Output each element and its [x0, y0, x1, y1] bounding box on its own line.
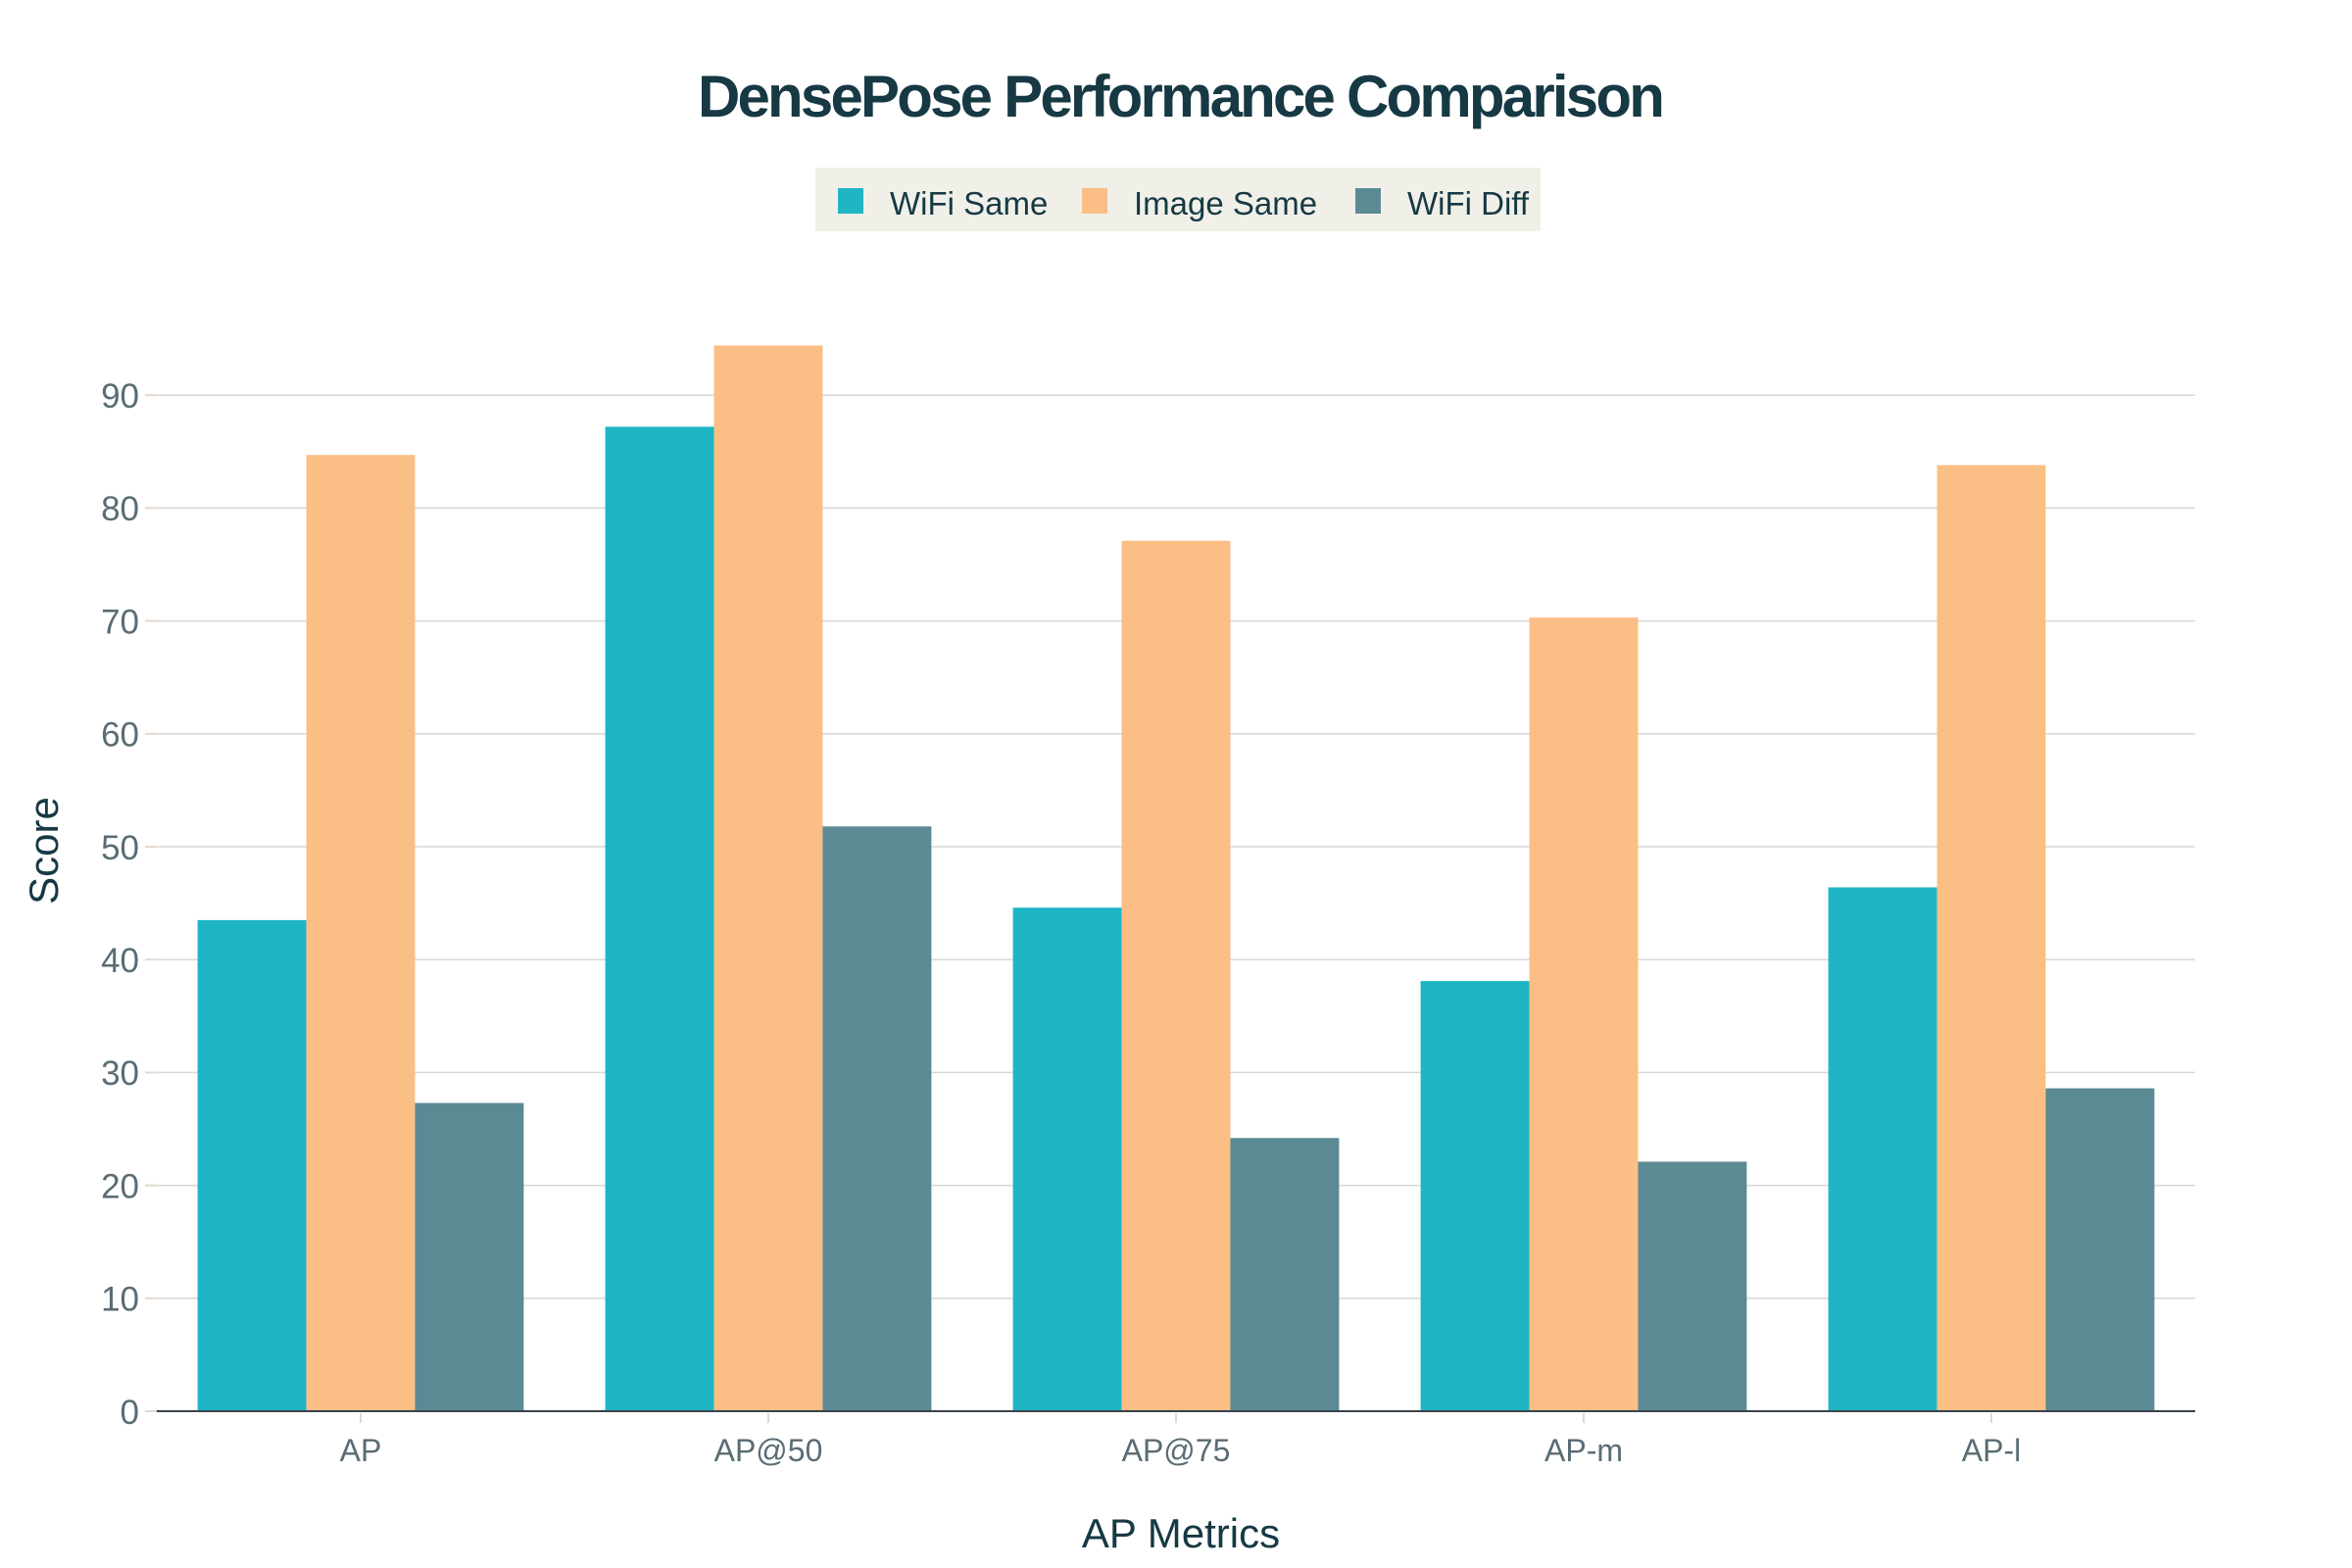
svg-text:80: 80 [101, 490, 139, 528]
svg-text:0: 0 [121, 1394, 139, 1432]
svg-text:AP-m: AP-m [1544, 1433, 1623, 1468]
svg-text:DensePose Performance Comparis: DensePose Performance Comparison [698, 64, 1662, 129]
svg-text:WiFi Same: WiFi Same [890, 185, 1048, 221]
svg-text:Image Same: Image Same [1134, 185, 1317, 221]
svg-text:60: 60 [101, 716, 139, 755]
svg-text:AP Metrics: AP Metrics [1082, 1510, 1280, 1556]
svg-text:20: 20 [101, 1167, 139, 1205]
svg-text:50: 50 [101, 829, 139, 867]
svg-text:Score: Score [21, 797, 67, 905]
svg-text:90: 90 [101, 377, 139, 416]
svg-text:AP: AP [340, 1433, 382, 1468]
svg-text:70: 70 [101, 603, 139, 641]
svg-text:AP@75: AP@75 [1122, 1433, 1231, 1468]
svg-text:30: 30 [101, 1054, 139, 1093]
svg-text:40: 40 [101, 942, 139, 980]
svg-text:AP@50: AP@50 [714, 1433, 823, 1468]
svg-text:WiFi Diff: WiFi Diff [1407, 185, 1530, 221]
svg-text:10: 10 [101, 1281, 139, 1319]
svg-text:AP-l: AP-l [1962, 1433, 2021, 1468]
